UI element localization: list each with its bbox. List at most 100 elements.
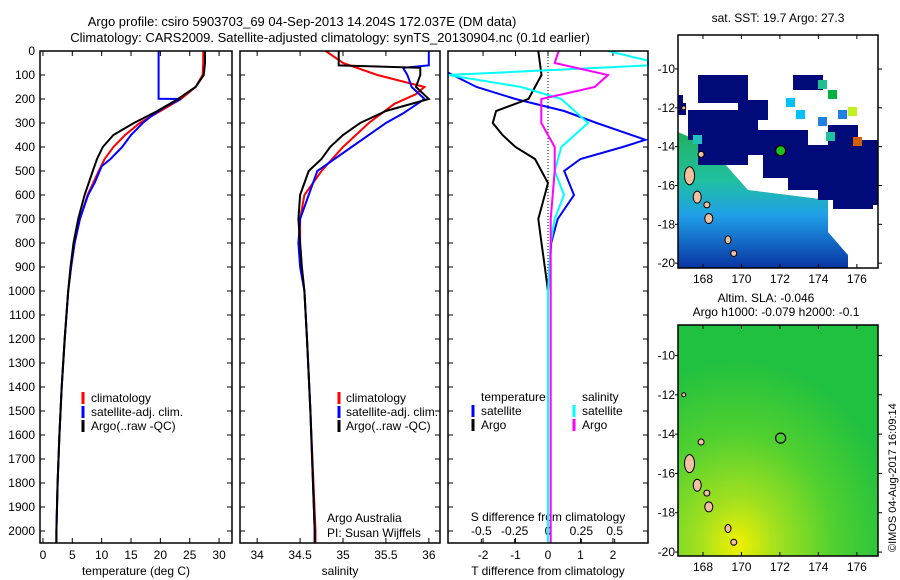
y-tick-label: -18 <box>658 506 676 520</box>
y-tick-label: 1000 <box>8 284 35 298</box>
x-tick-label: 15 <box>124 548 138 562</box>
series-s-argo <box>540 50 611 543</box>
sla-map: 168 170 172 174 176 -10 -12 -14 -16 -18 -20 <box>658 324 882 574</box>
x-tick-label: 170 <box>731 560 751 574</box>
x-tick-label: 34.5 <box>288 548 312 562</box>
legend-label: satellite <box>481 404 522 418</box>
series-argo-raw-qc- <box>55 51 206 543</box>
y-tick-label: 1200 <box>8 332 35 346</box>
title-line-1: Argo profile: csiro 5903703_69 04-Sep-20… <box>88 14 517 29</box>
island <box>724 523 732 533</box>
x-axis-label: temperature (deg C) <box>82 564 190 578</box>
y-tick-label: 500 <box>15 164 35 178</box>
y-tick-label: -10 <box>658 348 676 362</box>
x-tick-label: 0 <box>40 548 47 562</box>
x-tick-label: 30 <box>212 548 226 562</box>
x-tick-label: 168 <box>693 560 713 574</box>
annotation-institution: Argo Australia <box>327 511 402 525</box>
legend-label: climatology <box>91 391 151 405</box>
map-content <box>678 325 878 556</box>
x-axis-label: salinity <box>322 564 359 578</box>
sst-cell <box>838 110 847 119</box>
temperature-legend: climatology satellite-adj. clim. Argo(..… <box>81 391 183 433</box>
x-tick-label: 170 <box>731 272 751 286</box>
x-tick-label: 20 <box>154 548 168 562</box>
legend-header-temperature: temperature <box>481 390 546 404</box>
title-line-2: Climatology: CARS2009. Satellite-adjuste… <box>70 30 590 45</box>
plot-frame <box>39 50 233 544</box>
y-tick-label: 600 <box>15 188 35 202</box>
island <box>730 538 738 546</box>
x-tick-label: 176 <box>847 272 867 286</box>
island <box>704 212 714 224</box>
legend-label: Argo <box>582 418 608 432</box>
x-tick-label: 0 <box>545 548 552 562</box>
y-tick-label: -14 <box>658 140 676 154</box>
sst-map: 168 170 172 174 176 -10 -12 -14 -16 -18 -20 <box>658 34 882 286</box>
legend-label: satellite-adj. clim. <box>346 405 438 419</box>
island <box>703 201 711 209</box>
sla-field <box>678 325 878 556</box>
sst-cell <box>858 175 868 185</box>
annotation-pi: PI: Susan Wijffels <box>327 526 421 540</box>
x-tick-label: 174 <box>808 272 828 286</box>
sst-cell <box>693 135 702 144</box>
s-tick-label: -0.25 <box>501 524 529 538</box>
y-tick-label: -16 <box>658 178 676 192</box>
sst-cell <box>738 100 768 120</box>
island <box>724 235 732 245</box>
difference-panel: -2 -1 0 1 2-0.5 -0.25 0 0.25 0.5S difference fro… <box>447 50 649 578</box>
sst-cell <box>796 110 805 119</box>
legend-label: Argo(..raw -QC) <box>346 419 431 433</box>
series-satellite-adj-clim- <box>297 51 430 543</box>
island <box>692 478 702 492</box>
sla-map-subtitle: Argo h1000: -0.079 h2000: -0.1 <box>693 305 860 319</box>
x-tick-label: 34 <box>250 548 264 562</box>
x-tick-label: 172 <box>770 272 790 286</box>
y-tick-label: 1400 <box>8 380 35 394</box>
y-tick-label: -18 <box>658 217 676 231</box>
legend-header-salinity: salinity <box>582 390 619 404</box>
legend-label: Argo <box>481 418 507 432</box>
y-tick-label: -10 <box>658 62 676 76</box>
y-tick-label: 1300 <box>8 356 35 370</box>
argo-position-marker <box>775 432 787 444</box>
x-tick-label: 172 <box>770 560 790 574</box>
y-tick-label: 2000 <box>8 524 35 538</box>
sst-cell <box>678 95 683 115</box>
sst-cell <box>858 140 878 165</box>
y-tick-label: -20 <box>658 256 676 270</box>
island <box>697 150 705 158</box>
island <box>681 392 687 398</box>
series-t-argo <box>491 50 550 543</box>
island <box>684 454 696 474</box>
y-tick-label: -14 <box>658 427 676 441</box>
sla-map-title: Altim. SLA: -0.046 <box>718 291 815 305</box>
x-tick-label: 36 <box>422 548 436 562</box>
y-tick-label: 1500 <box>8 404 35 418</box>
y-tick-label: 300 <box>15 116 35 130</box>
s-tick-label: -0.5 <box>471 524 492 538</box>
y-tick-label: 1600 <box>8 428 35 442</box>
series-argo-raw-qc- <box>297 51 431 543</box>
island <box>704 501 714 513</box>
y-tick-label: 800 <box>15 236 35 250</box>
y-tick-label: 900 <box>15 260 35 274</box>
salinity-legend: climatology satellite-adj. clim. Argo(..… <box>327 391 438 540</box>
legend-label: Argo(..raw -QC) <box>91 419 176 433</box>
salinity-panel: 34 34.5 35 35.5 36 salinity <box>239 50 441 578</box>
island <box>703 489 711 497</box>
sst-map-title: sat. SST: 19.7 Argo: 27.3 <box>712 11 845 25</box>
y-tick-label: 700 <box>15 212 35 226</box>
map-frame <box>677 34 879 269</box>
sst-cell <box>826 132 835 141</box>
island <box>684 166 696 186</box>
sst-cell <box>698 75 748 103</box>
series-climatology <box>299 50 427 543</box>
plot-frame <box>239 50 441 544</box>
sst-cell <box>828 90 837 99</box>
x-tick-label: 10 <box>95 548 109 562</box>
y-tick-label: 1700 <box>8 452 35 466</box>
temperature-panel: 0 5 10 15 20 25 300100200300400500600700800900… <box>8 44 233 578</box>
